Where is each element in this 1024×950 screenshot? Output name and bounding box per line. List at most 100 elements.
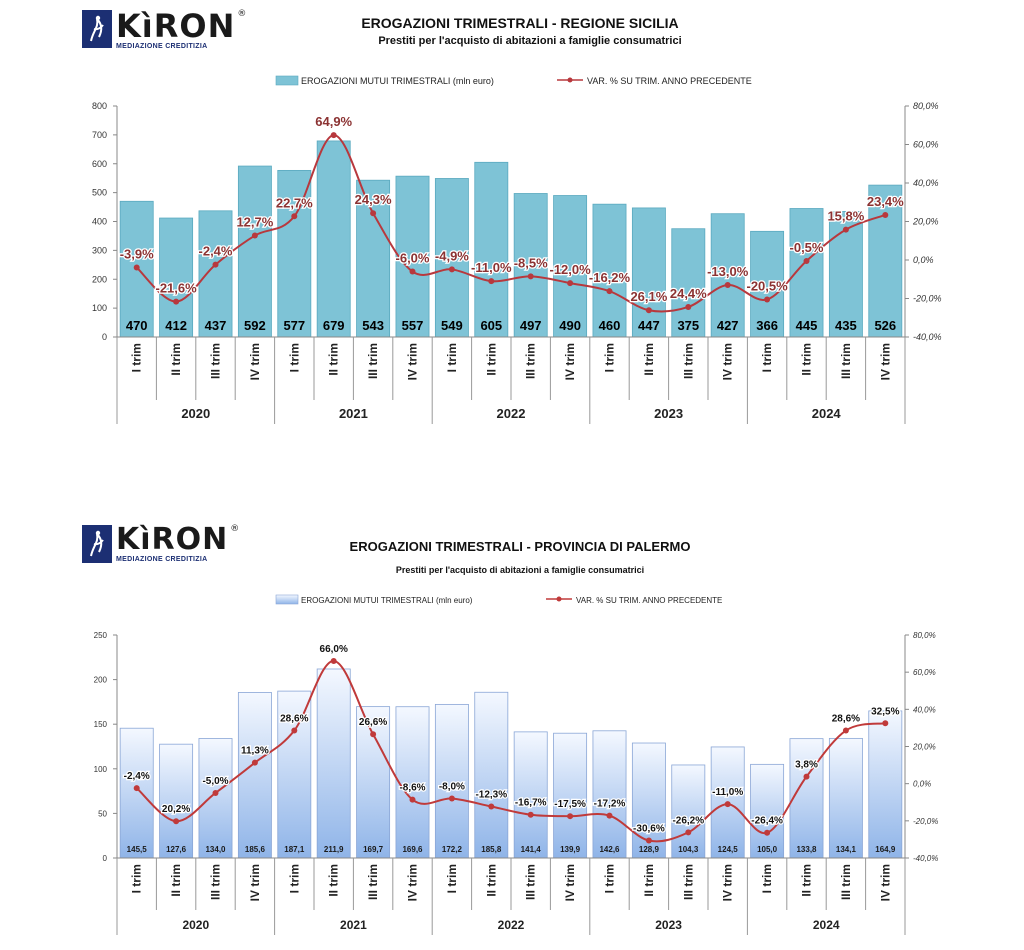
x-category-label: II trim — [484, 864, 498, 897]
y2-tick-label: 0,0% — [913, 255, 934, 265]
bar — [710, 213, 745, 338]
line-point — [330, 658, 337, 665]
bar — [356, 706, 391, 859]
line-value-label: 24,3% — [355, 192, 392, 207]
y-tick-label: 400 — [92, 217, 107, 227]
bar-value-label: 557 — [402, 318, 424, 333]
bar-value-label: 164,9 — [875, 845, 896, 854]
line-point — [645, 837, 652, 844]
line-point — [764, 829, 771, 836]
x-category-label: IV trim — [406, 864, 420, 901]
bar — [198, 210, 233, 338]
line-value-label: -20,5% — [746, 278, 788, 293]
line-point — [527, 273, 534, 280]
bar-value-label: 141,4 — [521, 845, 542, 854]
chart-title: EROGAZIONI TRIMESTRALI - PROVINCIA DI PA… — [349, 539, 691, 554]
x-category-label: II trim — [169, 343, 183, 376]
line-value-label: 23,4% — [867, 194, 904, 209]
x-category-label: II trim — [642, 864, 656, 897]
x-category-label: III trim — [839, 343, 853, 379]
x-category-label: I trim — [130, 864, 144, 893]
y2-tick-label: -20,0% — [913, 817, 938, 826]
x-year-label: 2021 — [339, 406, 368, 421]
y2-tick-label: 40,0% — [913, 705, 936, 714]
bar-value-label: 526 — [874, 318, 896, 333]
x-category-label: I trim — [760, 864, 774, 893]
x-category-label: IV trim — [563, 343, 577, 380]
y-tick-label: 150 — [94, 720, 108, 729]
bar-value-label: 104,3 — [678, 845, 699, 854]
y2-tick-label: -20,0% — [913, 294, 942, 304]
line-point — [724, 282, 731, 289]
line-value-label: 32,5% — [871, 706, 899, 717]
line-point — [251, 759, 258, 766]
x-year-label: 2023 — [654, 406, 683, 421]
y2-tick-label: -40,0% — [913, 332, 942, 342]
x-category-label: II trim — [169, 864, 183, 897]
line-value-label: -17,2% — [594, 799, 626, 810]
y-tick-label: 700 — [92, 130, 107, 140]
y-tick-label: 250 — [94, 631, 108, 640]
line-value-label: 3,8% — [795, 760, 818, 771]
line-point — [330, 132, 337, 139]
x-category-label: IV trim — [248, 864, 262, 901]
line-point — [685, 303, 692, 310]
line-point — [527, 811, 534, 818]
line-series: -2,4% 20,2% -5,0% 11,3% 28,6% 66,0% 26,6% -8,6%… — [122, 643, 901, 844]
line-value-label: -6,0% — [396, 251, 430, 266]
x-category-label: III trim — [209, 864, 223, 900]
y2-tick-label: 20,0% — [912, 743, 936, 752]
x-category-label: I trim — [445, 864, 459, 893]
bar-value-label: 679 — [323, 318, 345, 333]
x-year-label: 2024 — [812, 406, 842, 421]
line-value-label: -0,5% — [790, 240, 824, 255]
chart-subtitle: Prestiti per l'acquisto di abitazioni a … — [378, 35, 682, 47]
chart-legend: EROGAZIONI MUTUI TRIMESTRALI (mln euro) V… — [275, 75, 752, 86]
bar — [513, 731, 548, 859]
logo-tagline: MEDIAZIONE CREDITIZIA — [116, 556, 208, 563]
bar-value-label: 169,7 — [363, 845, 384, 854]
line-point — [882, 211, 889, 218]
bar — [553, 732, 588, 859]
y-tick-label: 100 — [92, 303, 107, 313]
x-category-label: II trim — [327, 864, 341, 897]
y-tick-label: 100 — [94, 765, 108, 774]
line-value-label: -26,2% — [672, 815, 704, 826]
line-value-label: -2,4% — [199, 244, 233, 259]
bar-value-label: 185,8 — [481, 845, 502, 854]
y-tick-label: 200 — [92, 274, 107, 284]
bar-value-label: 447 — [638, 318, 660, 333]
bar-value-label: 366 — [756, 318, 778, 333]
line-point — [606, 812, 613, 819]
bar-value-label: 185,6 — [245, 845, 266, 854]
bar-value-label: 592 — [244, 318, 266, 333]
line-point — [291, 727, 298, 734]
y2-tick-label: 40,0% — [913, 178, 939, 188]
line-value-label: -4,9% — [435, 248, 469, 263]
bar — [316, 668, 351, 859]
line-point — [212, 261, 219, 268]
y-axis-left: 0 100 200 300 400 500 600 700 800 — [92, 101, 118, 342]
x-category-label: IV trim — [878, 343, 892, 380]
line-point — [764, 296, 771, 303]
line-value-label: -17,5% — [554, 799, 586, 810]
x-category-label: IV trim — [721, 864, 735, 901]
line-point — [409, 268, 416, 275]
bar — [356, 179, 391, 338]
x-category-label: II trim — [484, 343, 498, 376]
legend-label-line: VAR. % SU TRIM. ANNO PRECEDENTE — [587, 76, 752, 86]
line-value-label: -3,9% — [120, 247, 154, 262]
x-year-label: 2022 — [498, 918, 525, 932]
bar-value-label: 577 — [283, 318, 305, 333]
bar — [592, 730, 627, 859]
x-category-label: III trim — [209, 343, 223, 379]
bar — [237, 692, 272, 859]
bar — [828, 737, 863, 859]
x-category-label: III trim — [681, 864, 695, 900]
x-category-label: II trim — [642, 343, 656, 376]
logo-mark-icon — [82, 10, 112, 48]
bar-value-label: 412 — [165, 318, 187, 333]
x-category-label: III trim — [366, 343, 380, 379]
y-axis-left: 0 50 100 150 200 250 — [94, 631, 118, 863]
bar-value-label: 490 — [559, 318, 581, 333]
